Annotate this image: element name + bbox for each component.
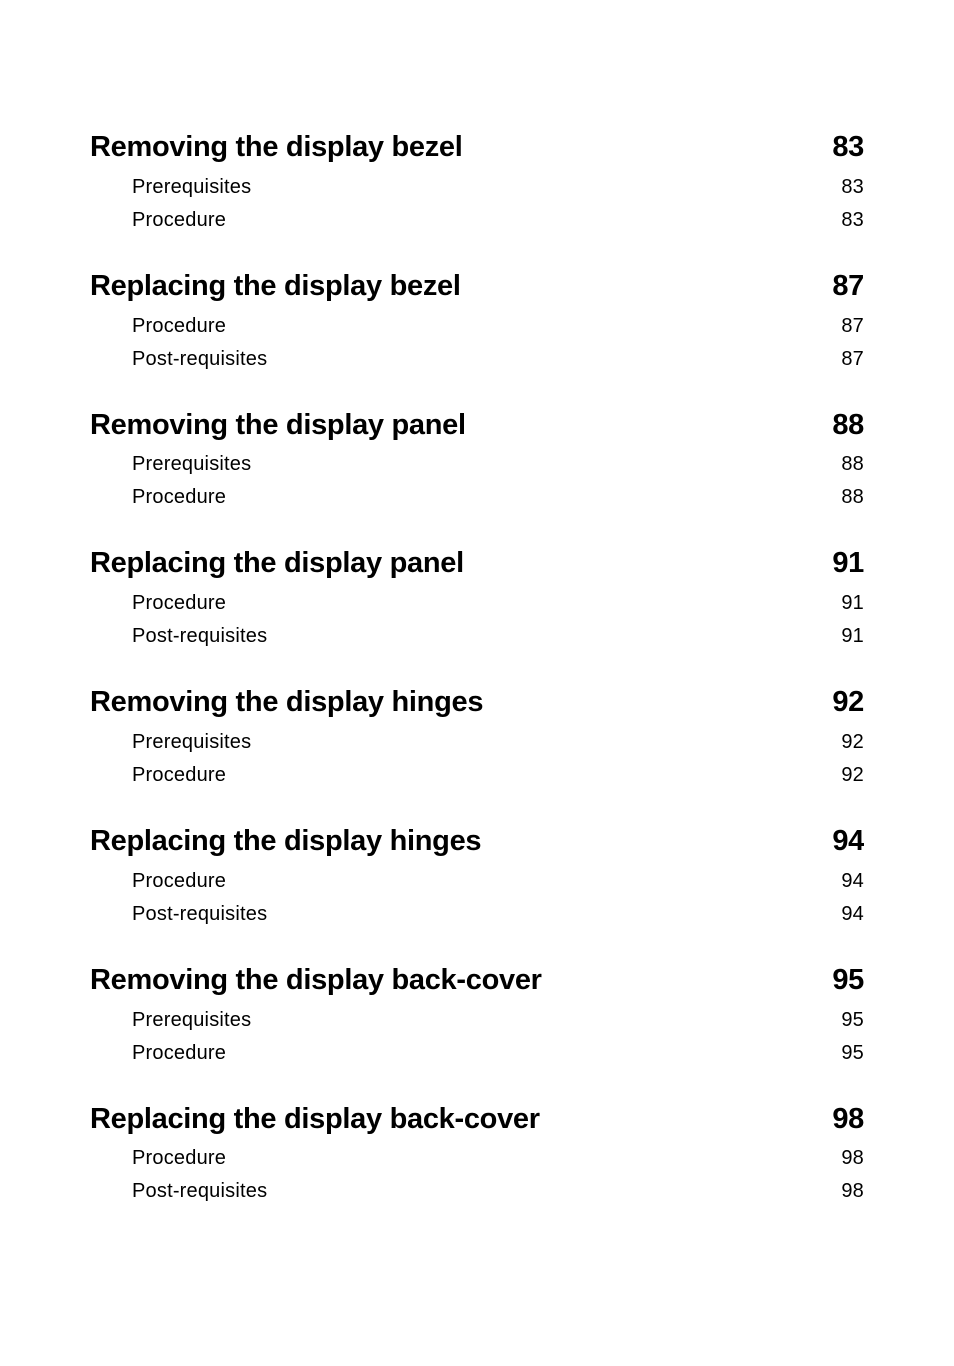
toc-page: Removing the display bezel83Prerequisite…: [0, 0, 954, 1366]
toc-subentry[interactable]: Procedure 91: [90, 587, 864, 620]
toc-subentry-page-number: 98: [839, 1175, 864, 1208]
toc-subentry-label: Post-requisites: [132, 898, 267, 931]
toc-subentry-page-number: 94: [839, 898, 864, 931]
toc-heading-page-number: 92: [822, 685, 864, 720]
toc-heading-label: Removing the display bezel: [90, 130, 463, 165]
toc-subentry-page-number: 98: [839, 1142, 864, 1175]
toc-subentry-page-number: 83: [839, 171, 864, 204]
toc-subentry[interactable]: Post-requisites 91: [90, 620, 864, 653]
toc-section: Removing the display bezel83Prerequisite…: [90, 130, 864, 237]
toc-subentry[interactable]: Procedure 92: [90, 759, 864, 792]
toc-subentry[interactable]: Procedure 83: [90, 204, 864, 237]
toc-heading[interactable]: Replacing the display bezel 87: [90, 269, 864, 304]
toc-subentry-page-number: 87: [839, 343, 864, 376]
toc-subentry-label: Prerequisites: [132, 171, 251, 204]
toc-heading-page-number: 91: [822, 546, 864, 581]
toc-subentry[interactable]: Procedure 95: [90, 1037, 864, 1070]
toc-heading-label: Removing the display back-cover: [90, 963, 542, 998]
toc-subentry-label: Procedure: [132, 204, 226, 237]
toc-heading-page-number: 87: [822, 269, 864, 304]
toc-section: Replacing the display back-cover98Proced…: [90, 1102, 864, 1209]
toc-subentry-page-number: 95: [839, 1004, 864, 1037]
toc-heading-label: Replacing the display back-cover: [90, 1102, 540, 1137]
toc-heading[interactable]: Removing the display hinges 92: [90, 685, 864, 720]
toc-subentry[interactable]: Post-requisites 98: [90, 1175, 864, 1208]
toc-heading-label: Removing the display hinges: [90, 685, 483, 720]
toc-heading-label: Replacing the display panel: [90, 546, 464, 581]
toc-subentry-label: Prerequisites: [132, 726, 251, 759]
toc-subentry-label: Procedure: [132, 587, 226, 620]
toc-section: Removing the display back-cover95Prerequ…: [90, 963, 864, 1070]
toc-heading-page-number: 98: [822, 1102, 864, 1137]
toc-heading-label: Replacing the display bezel: [90, 269, 461, 304]
toc-subentry-label: Procedure: [132, 759, 226, 792]
toc-subentry-label: Procedure: [132, 481, 226, 514]
toc-heading[interactable]: Replacing the display panel 91: [90, 546, 864, 581]
toc-subentry-label: Procedure: [132, 865, 226, 898]
toc-subentry-page-number: 88: [839, 448, 864, 481]
toc-section: Removing the display hinges92Prerequisit…: [90, 685, 864, 792]
toc-subentry-label: Prerequisites: [132, 1004, 251, 1037]
toc-section: Replacing the display panel 91 Procedure 91…: [90, 546, 864, 653]
toc-subentry[interactable]: Procedure 98: [90, 1142, 864, 1175]
toc-subentry-page-number: 87: [839, 310, 864, 343]
toc-subentry[interactable]: Prerequisites 92: [90, 726, 864, 759]
toc-heading-page-number: 88: [822, 408, 864, 443]
toc-heading-page-number: 83: [822, 130, 864, 165]
toc-heading-label: Removing the display panel: [90, 408, 466, 443]
toc-heading[interactable]: Replacing the display back-cover 98: [90, 1102, 864, 1137]
toc-heading[interactable]: Removing the display panel 88: [90, 408, 864, 443]
toc-heading[interactable]: Removing the display bezel 83: [90, 130, 864, 165]
toc-heading-page-number: 95: [822, 963, 864, 998]
toc-subentry-label: Post-requisites: [132, 1175, 267, 1208]
toc-subentry-label: Procedure: [132, 1037, 226, 1070]
toc-subentry-page-number: 92: [839, 726, 864, 759]
toc-section: Removing the display panel88Prerequisite…: [90, 408, 864, 515]
toc-heading[interactable]: Replacing the display hinges 94: [90, 824, 864, 859]
toc-subentry-label: Prerequisites: [132, 448, 251, 481]
toc-subentry-page-number: 91: [839, 587, 864, 620]
toc-section: Replacing the display bezel 87 Procedure 87…: [90, 269, 864, 376]
toc-heading-label: Replacing the display hinges: [90, 824, 481, 859]
toc-subentry-label: Procedure: [132, 1142, 226, 1175]
toc-subentry[interactable]: Prerequisites 88: [90, 448, 864, 481]
toc-subentry[interactable]: Prerequisites 95: [90, 1004, 864, 1037]
toc-subentry-page-number: 88: [839, 481, 864, 514]
toc-subentry[interactable]: Post-requisites 87: [90, 343, 864, 376]
toc-subentry-label: Post-requisites: [132, 343, 267, 376]
toc-subentry-page-number: 91: [839, 620, 864, 653]
toc-subentry-label: Post-requisites: [132, 620, 267, 653]
toc-section: Replacing the display hinges 94 Procedure 9…: [90, 824, 864, 931]
toc-heading[interactable]: Removing the display back-cover 95: [90, 963, 864, 998]
toc-subentry-page-number: 83: [839, 204, 864, 237]
toc-subentry[interactable]: Procedure 94: [90, 865, 864, 898]
toc-subentry[interactable]: Post-requisites 94: [90, 898, 864, 931]
toc-subentry[interactable]: Procedure 87: [90, 310, 864, 343]
toc-subentry[interactable]: Prerequisites 83: [90, 171, 864, 204]
toc-subentry-label: Procedure: [132, 310, 226, 343]
toc-subentry-page-number: 94: [839, 865, 864, 898]
toc-heading-page-number: 94: [822, 824, 864, 859]
toc-subentry[interactable]: Procedure 88: [90, 481, 864, 514]
toc-subentry-page-number: 95: [839, 1037, 864, 1070]
toc-subentry-page-number: 92: [839, 759, 864, 792]
